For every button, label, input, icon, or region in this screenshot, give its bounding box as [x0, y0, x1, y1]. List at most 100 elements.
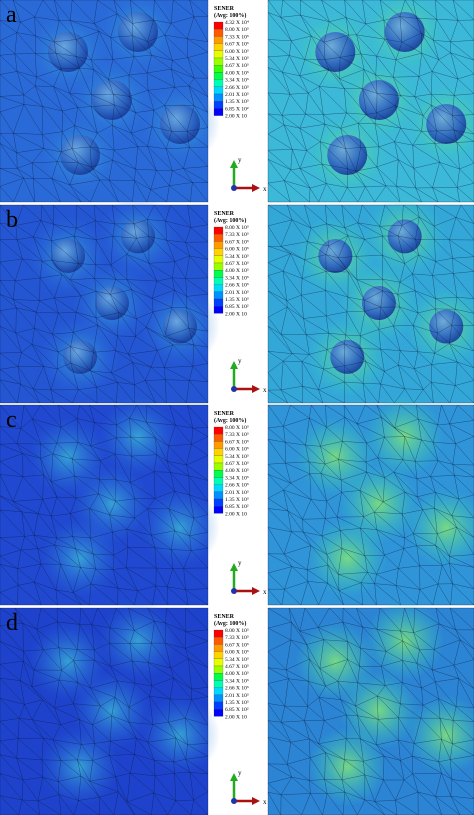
simulation-image — [267, 0, 474, 203]
legend-value: 1.35 X 10³ — [225, 700, 249, 706]
legend-swatch — [213, 665, 224, 674]
legend-value: 5.34 X 10³ — [225, 657, 249, 663]
axis-y-label: y — [238, 559, 242, 567]
legend-swatch — [213, 86, 224, 95]
axis-y-head — [230, 160, 238, 168]
legend-swatch — [213, 506, 224, 514]
legend-swatch — [213, 270, 224, 278]
simulation-image — [0, 0, 220, 203]
legend-subtitle: (Avg: 100%) — [214, 620, 246, 627]
legend-value: 6.85 X 10² — [225, 504, 249, 510]
glow — [140, 695, 220, 776]
legend-value: 4.67 X 10³ — [225, 461, 249, 467]
legend-value: 6.67 X 10³ — [225, 239, 249, 245]
axis-x-label: x — [263, 798, 267, 806]
inclusion — [361, 286, 396, 321]
glow — [406, 695, 474, 776]
legend-value: 2.66 X 10³ — [225, 283, 249, 289]
legend-value: 6.00 X 10³ — [225, 447, 249, 453]
legend-swatch — [213, 291, 224, 300]
legend-swatch — [213, 241, 224, 249]
legend-value: 4.00 X 10³ — [225, 671, 249, 677]
legend-subtitle: (Avg: 100%) — [214, 217, 246, 224]
inclusion — [95, 286, 129, 321]
legend-value: 6.85 X 10² — [225, 304, 249, 310]
legend-value: 8.00 X 10³ — [225, 27, 249, 33]
legend-title: SENER — [214, 411, 235, 417]
mesh — [267, 607, 474, 815]
legend-swatch — [213, 79, 224, 87]
legend-swatch — [213, 644, 224, 652]
legend-value: 8.00 X 10³ — [225, 628, 249, 634]
axis-x-head — [252, 797, 260, 805]
glow — [140, 487, 220, 568]
inclusion — [330, 339, 365, 374]
legend-value: 1.35 X 10³ — [225, 297, 249, 303]
legend-value: 7.33 X 10³ — [225, 635, 249, 641]
legend-swatch — [213, 651, 224, 659]
legend-swatch — [213, 255, 224, 264]
mesh — [267, 0, 474, 203]
inclusion — [429, 309, 464, 344]
legend-value: 4.67 X 10³ — [225, 63, 249, 69]
legend-swatch — [213, 673, 224, 681]
legend-value: 6.00 X 10³ — [225, 650, 249, 656]
inclusion — [327, 135, 368, 175]
glow — [40, 726, 120, 807]
glow — [40, 518, 120, 599]
legend-title: SENER — [214, 6, 235, 12]
axis-origin — [231, 588, 237, 594]
mesh — [0, 0, 209, 203]
legend-swatch — [213, 57, 224, 66]
glow — [98, 600, 178, 681]
legend-value: 3.34 X 10³ — [225, 275, 249, 281]
legend-swatch — [213, 629, 224, 638]
axis-x-label: x — [263, 588, 267, 596]
legend-swatch — [213, 108, 224, 116]
legend-swatch — [213, 248, 224, 256]
legend-swatch — [213, 72, 224, 80]
axis-x-label: x — [263, 185, 267, 193]
legend-swatch — [213, 101, 224, 109]
legend-value: 5.34 X 10³ — [225, 454, 249, 460]
legend-subtitle: (Avg: 100%) — [214, 417, 246, 424]
simulation-image — [267, 196, 474, 404]
legend-swatch — [213, 658, 224, 667]
axis-origin — [231, 386, 237, 392]
legend-value: 2.00 X 10 — [225, 714, 247, 720]
legend-value: 5.34 X 10³ — [225, 56, 249, 62]
legend-value: 8.00 X 10³ — [225, 425, 249, 431]
legend-title: SENER — [214, 211, 235, 217]
legend-swatch — [213, 298, 224, 307]
legend-swatch — [213, 441, 224, 449]
glow — [364, 600, 445, 681]
legend-value: 2.66 X 10³ — [225, 686, 249, 692]
legend-value: 6.85 X 10² — [225, 106, 249, 112]
legend-swatch — [213, 694, 224, 703]
axis-y-label: y — [238, 357, 242, 365]
legend-value: 3.34 X 10³ — [225, 678, 249, 684]
mesh — [267, 204, 474, 404]
legend-swatch — [213, 226, 224, 235]
legend-value: 2.66 X 10³ — [225, 483, 249, 489]
legend-swatch — [213, 680, 224, 688]
legend-value: 2.00 X 10 — [225, 114, 247, 120]
inclusion — [92, 80, 132, 120]
legend-title: SENER — [214, 614, 235, 620]
legend-swatch — [213, 637, 224, 645]
legend-value: 3.34 X 10³ — [225, 78, 249, 84]
legend-value: 1.35 X 10³ — [225, 497, 249, 503]
axis-x-head — [252, 587, 260, 595]
glow — [307, 726, 388, 807]
mesh — [0, 404, 209, 606]
legend-value: 2.00 X 10 — [225, 511, 247, 517]
simulation-image — [0, 600, 220, 815]
legend-value: 6.67 X 10³ — [225, 439, 249, 445]
glow — [406, 487, 474, 568]
inclusion — [315, 32, 356, 72]
axis-y-label: y — [238, 156, 242, 164]
legend-value: 6.67 X 10³ — [225, 642, 249, 648]
